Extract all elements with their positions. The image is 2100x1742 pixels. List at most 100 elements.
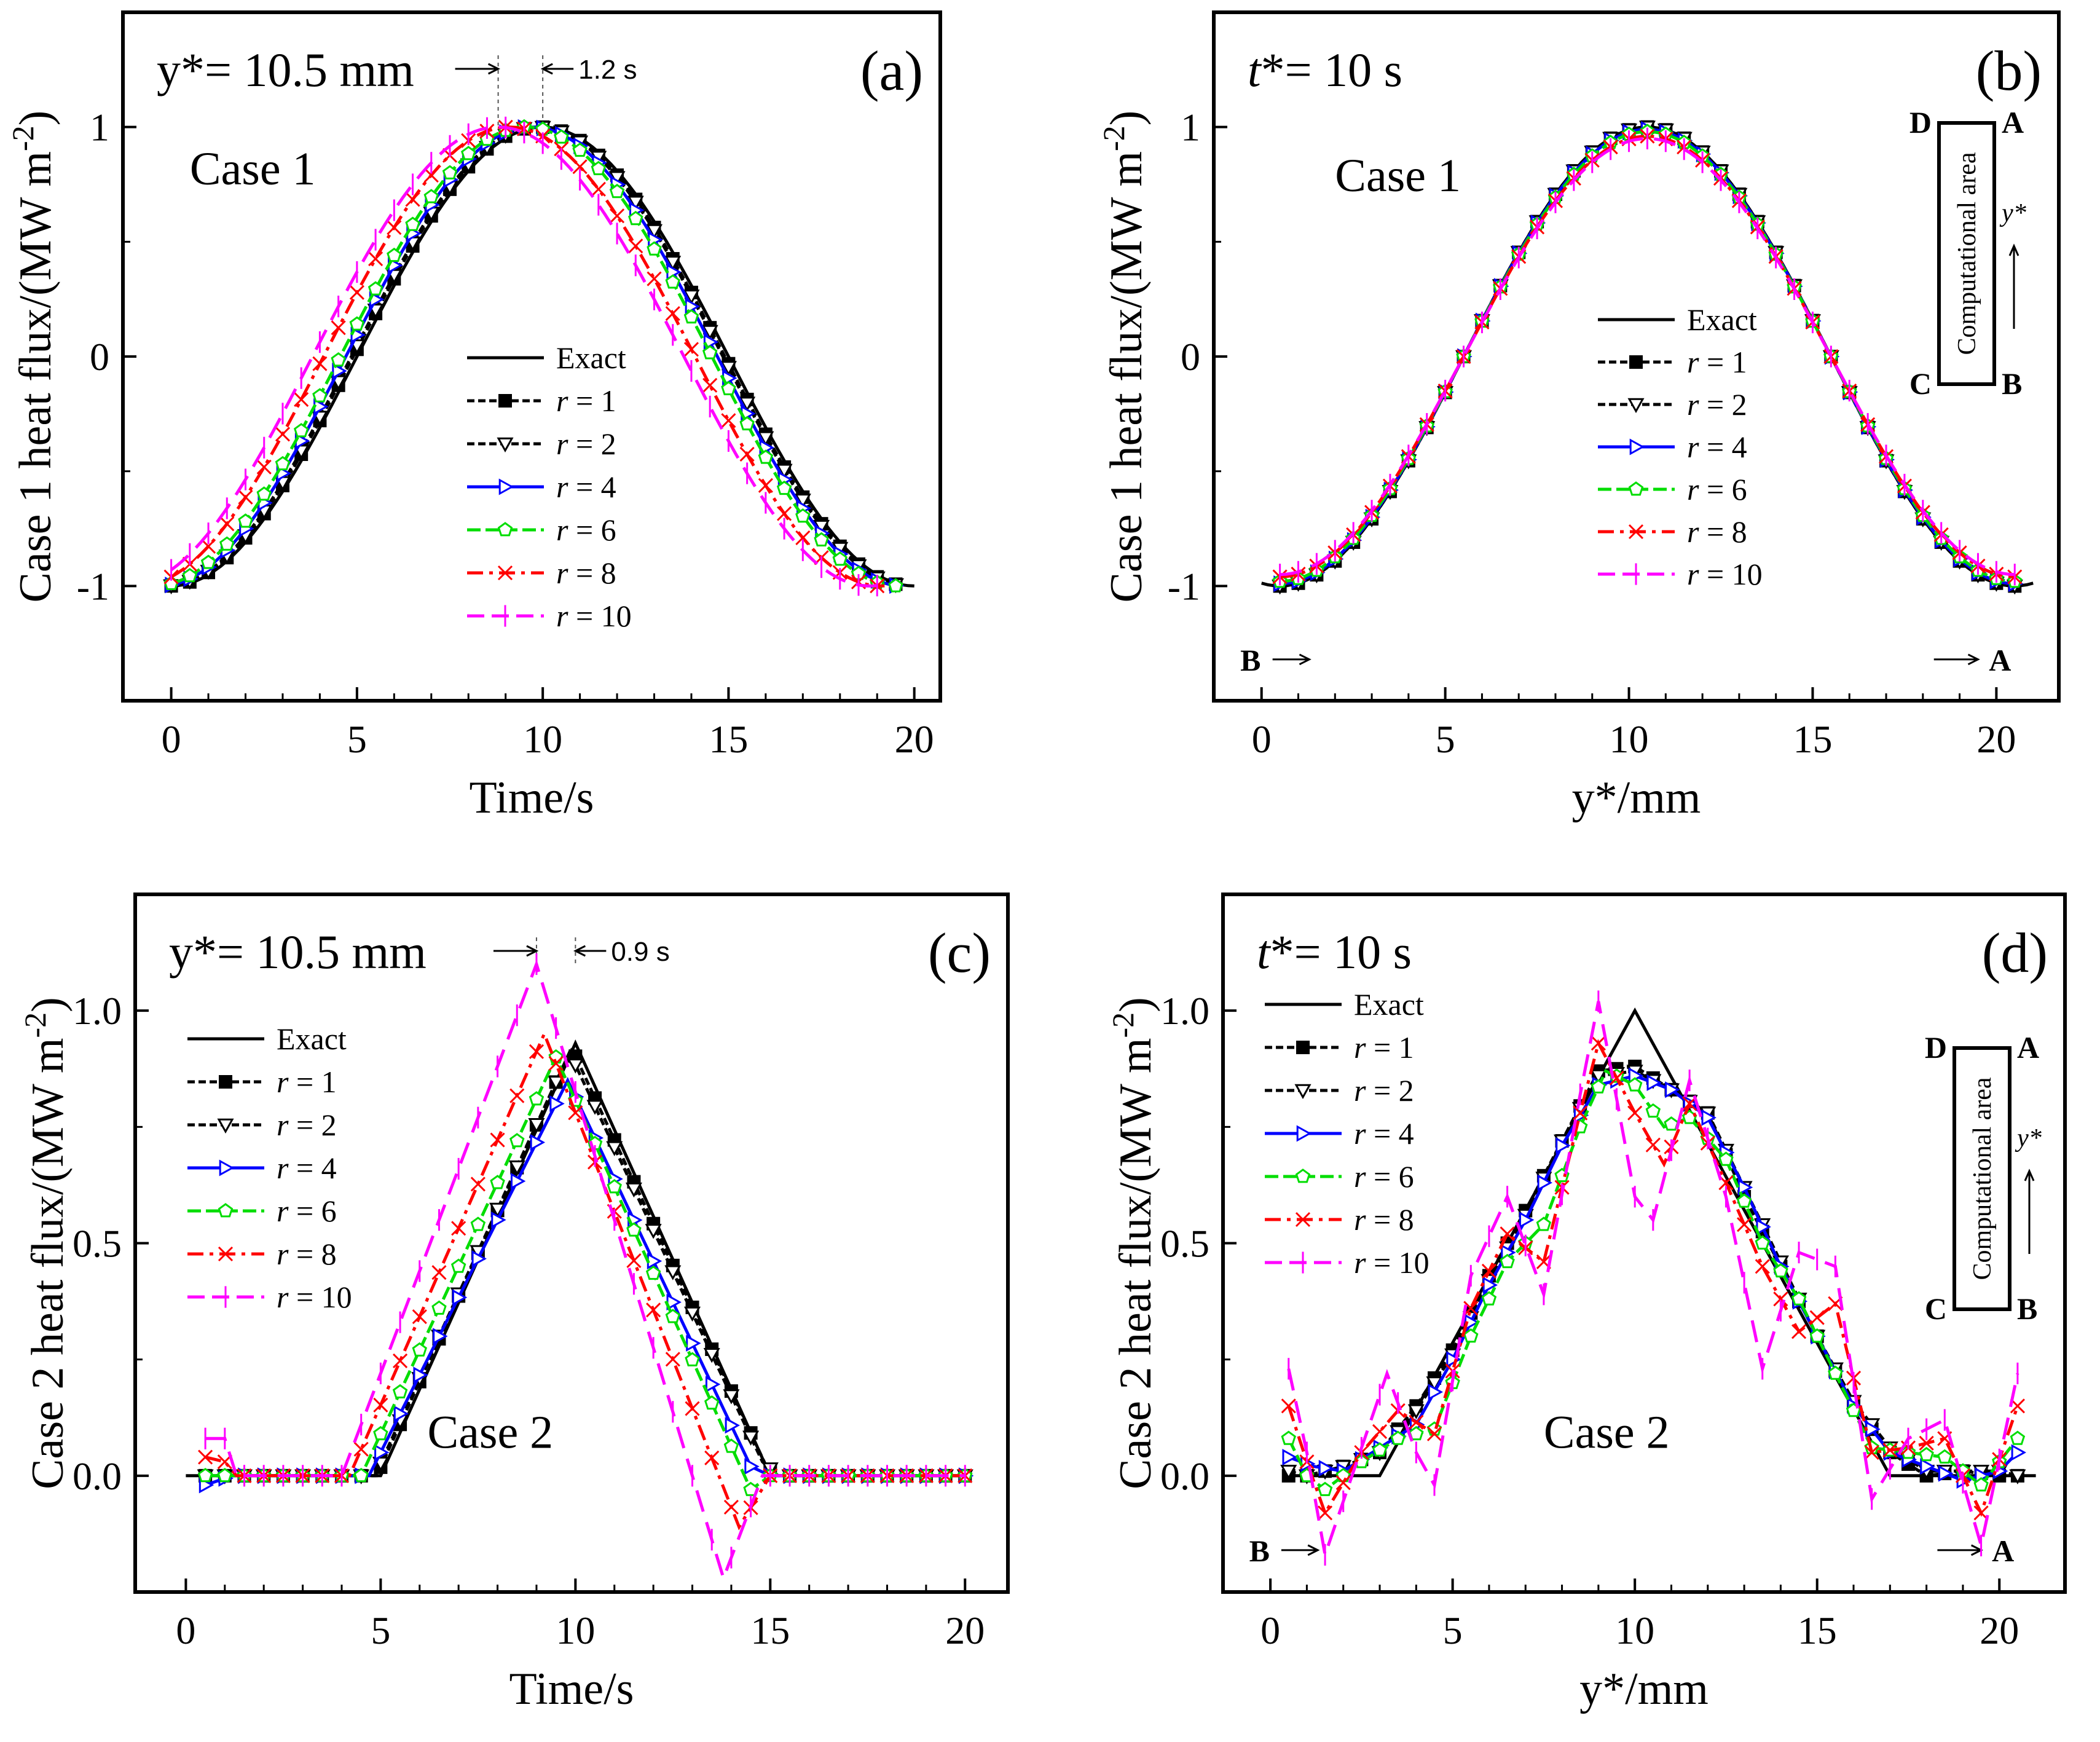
legend-marker-r2	[1294, 1084, 1312, 1100]
data-point-r6	[1463, 1328, 1479, 1343]
data-point-r8	[739, 446, 755, 462]
data-point-r6	[776, 480, 792, 495]
data-point-r6	[1664, 1116, 1679, 1131]
legend-marker-r6	[218, 1203, 234, 1218]
series-group	[163, 116, 914, 597]
data-point-r8	[1882, 1443, 1898, 1458]
data-point-r8	[1773, 1291, 1788, 1307]
data-point-r6	[888, 578, 903, 593]
legend-label-r8: r = 8	[277, 1237, 337, 1271]
legend-label-r1: r = 1	[556, 384, 616, 418]
data-point-r6	[683, 309, 699, 324]
data-point-r4	[1537, 1174, 1552, 1191]
x-tick-label: 15	[1793, 717, 1832, 761]
data-point-r4	[452, 1289, 468, 1306]
data-point-r8	[1645, 1137, 1661, 1153]
data-point-r8	[683, 342, 699, 357]
data-point-r6	[197, 1467, 213, 1483]
data-point-r6	[1591, 1079, 1606, 1094]
legend-label-r2: r = 2	[1687, 387, 1747, 422]
data-point-r6	[256, 486, 272, 501]
data-point-r4	[1920, 1458, 1935, 1475]
data-point-r8	[702, 377, 718, 393]
parameter-label: y*= 10.5 mm	[157, 43, 414, 97]
data-point-r8	[1864, 1444, 1879, 1460]
data-point-r8	[1919, 1435, 1934, 1451]
y-direction-arrow	[2024, 1169, 2035, 1254]
legend-label-r2: r = 2	[556, 427, 616, 461]
legend-marker-r1	[1629, 355, 1643, 369]
lag-arrow	[493, 945, 539, 957]
data-point-r6	[470, 1216, 486, 1231]
data-point-r4	[471, 1250, 487, 1267]
x-tick-label: 20	[1976, 717, 2016, 761]
data-point-r6	[626, 1222, 642, 1237]
data-point-r4	[1446, 1351, 1461, 1368]
lag-arrow	[455, 63, 500, 75]
data-point-r8	[1500, 1226, 1515, 1242]
data-point-r6	[1718, 1151, 1734, 1166]
data-point-r8	[200, 538, 216, 554]
legend-label-r4: r = 4	[1687, 430, 1747, 464]
data-point-r6	[1755, 1235, 1770, 1250]
y-axis-label: Case 2 heat flux/(MW m-2)	[18, 997, 73, 1489]
data-point-r8	[1281, 1398, 1296, 1414]
y-axis-label: Case 1 heat flux/(MW m-2)	[1096, 111, 1152, 603]
data-point-r6	[1791, 1291, 1807, 1306]
data-point-r8	[777, 506, 792, 521]
data-point-r6	[200, 554, 216, 569]
data-point-r6	[665, 274, 680, 289]
legend-marker-r4	[498, 478, 514, 495]
data-point-r8	[393, 1353, 408, 1369]
data-point-r8	[1809, 1310, 1825, 1325]
data-point-r8	[1426, 1426, 1442, 1441]
data-point-r8	[405, 192, 420, 207]
y-tick-label: 1	[1181, 106, 1200, 149]
data-point-r6	[1536, 1216, 1552, 1231]
x-tick-label: 20	[945, 1609, 985, 1652]
series-line-r10	[1280, 136, 2015, 577]
data-point-r2	[723, 1389, 740, 1405]
data-point-r8	[758, 478, 773, 493]
data-point-r2	[625, 1182, 642, 1198]
y-direction-label: y*	[2015, 1124, 2042, 1153]
y-direction-arrow	[2008, 243, 2019, 329]
data-point-r4	[1938, 1465, 1954, 1482]
y-tick-label: 0.5	[1160, 1222, 1209, 1266]
data-point-r2	[1407, 1404, 1425, 1419]
data-point-r6	[293, 423, 309, 438]
data-point-r8	[568, 1105, 583, 1121]
data-point-r6	[723, 1438, 739, 1453]
end-arrow-a	[1937, 1544, 1983, 1556]
data-point-r4	[413, 1366, 428, 1384]
computational-area-inset: D A C B Computational area y*	[1909, 105, 2026, 401]
computational-area-box	[1953, 1046, 2012, 1311]
data-point-r8	[373, 1397, 388, 1413]
y-tick-label: 0.0	[1160, 1454, 1209, 1498]
data-point-r2	[664, 1265, 682, 1280]
data-point-r8	[349, 285, 364, 300]
data-point-r8	[387, 220, 402, 235]
data-point-r6	[1409, 1425, 1424, 1441]
legend-marker-r6	[1628, 481, 1644, 496]
lag-note: 1.2 s	[578, 55, 637, 85]
data-point-r4	[374, 1444, 390, 1461]
data-point-r8	[490, 1132, 505, 1148]
legend-marker-r1	[1296, 1041, 1310, 1054]
case-label: Case 2	[427, 1406, 553, 1458]
legend-marker-r4	[1629, 438, 1645, 455]
data-point-r8	[1627, 1105, 1643, 1121]
legend-label-r1: r = 1	[277, 1065, 337, 1099]
legend-label-r1: r = 1	[1687, 345, 1747, 379]
data-point-r6	[1809, 1328, 1825, 1343]
legend-label-r6: r = 6	[1354, 1159, 1414, 1194]
data-point-r8	[647, 271, 662, 286]
series-line-r8	[1280, 135, 2015, 578]
data-point-r8	[275, 427, 291, 442]
end-arrow-a	[1933, 653, 1980, 666]
y-tick-label: 1	[90, 106, 109, 149]
data-point-r2	[720, 361, 737, 376]
data-point-r6	[1773, 1263, 1788, 1278]
data-point-r8	[353, 1441, 369, 1457]
y-tick-label: 0	[90, 335, 109, 379]
